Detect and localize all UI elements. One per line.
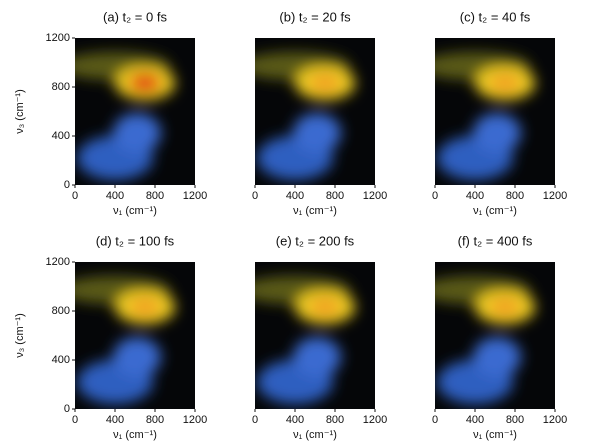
- x-tick-label: 800: [146, 190, 164, 202]
- panel-title: (d) t₂ = 100 fs: [96, 233, 175, 248]
- figure: 0 400 800 1200 0 400 800 1200 (a) t₂ = 0 fs ν₁ (c…: [0, 0, 600, 447]
- x-tick-label: 800: [506, 414, 524, 426]
- blue-feature: [473, 337, 521, 377]
- y-tick-label: 400: [52, 354, 70, 366]
- x-tick-label: 800: [326, 414, 344, 426]
- heatmap: [420, 262, 555, 409]
- y-tick-label: 0: [64, 179, 70, 191]
- core-feature: [489, 74, 521, 92]
- y-axis-label: ν₃ (cm⁻¹): [14, 313, 26, 358]
- x-tick-label: 400: [286, 414, 304, 426]
- x-tick-label: 1200: [543, 414, 567, 426]
- core-feature: [489, 298, 521, 316]
- blue-feature: [113, 337, 161, 377]
- core-feature: [309, 74, 341, 92]
- x-tick-label: 0: [72, 414, 78, 426]
- y-tick-label: 800: [52, 81, 70, 93]
- x-axis-label: ν₁ (cm⁻¹): [293, 429, 337, 441]
- x-tick-label: 1200: [183, 190, 207, 202]
- x-tick-label: 0: [252, 190, 258, 202]
- core-feature: [129, 74, 161, 92]
- x-tick-label: 800: [506, 190, 524, 202]
- x-axis-label: ν₁ (cm⁻¹): [473, 205, 517, 217]
- x-tick-label: 400: [466, 414, 484, 426]
- plot-area: 0 400 800 1200 (b) t₂ = 20 fs ν₁ (cm⁻¹): [240, 9, 387, 216]
- plot-area: 0 400 800 1200 (f) t₂ = 400 fs ν₁ (cm⁻¹): [420, 233, 567, 440]
- x-tick-label: 1200: [363, 414, 387, 426]
- x-tick-label: 400: [106, 190, 124, 202]
- heatmap: [420, 38, 555, 185]
- x-tick-label: 0: [252, 414, 258, 426]
- x-tick-label: 400: [286, 190, 304, 202]
- x-tick-label: 1200: [543, 190, 567, 202]
- y-tick-label: 400: [52, 130, 70, 142]
- y-tick-label: 1200: [46, 256, 70, 268]
- x-tick-label: 0: [72, 190, 78, 202]
- blue-feature: [293, 113, 341, 153]
- x-axis-label: ν₁ (cm⁻¹): [293, 205, 337, 217]
- core-feature: [309, 298, 341, 316]
- blue-feature: [293, 337, 341, 377]
- y-axis-label: ν₃ (cm⁻¹): [14, 89, 26, 134]
- x-tick-label: 0: [432, 414, 438, 426]
- plot-area: 0 400 800 1200 (e) t₂ = 200 fs ν₁ (cm⁻¹): [240, 233, 387, 440]
- x-tick-label: 1200: [363, 190, 387, 202]
- x-tick-label: 400: [466, 190, 484, 202]
- panel-title: (b) t₂ = 20 fs: [279, 9, 351, 24]
- plot-area: 0 400 800 1200 0 400 800 1200 (a) t₂ = 0 fs ν₁ (c…: [14, 9, 207, 216]
- x-tick-label: 0: [432, 190, 438, 202]
- panel-title: (f) t₂ = 400 fs: [458, 233, 533, 248]
- heatmap: [60, 262, 195, 409]
- heatmap: [60, 38, 195, 185]
- x-axis-label: ν₁ (cm⁻¹): [473, 429, 517, 441]
- x-axis-label: ν₁ (cm⁻¹): [113, 205, 157, 217]
- blue-feature: [473, 113, 521, 153]
- x-tick-label: 400: [106, 414, 124, 426]
- plot-area: 0 400 800 1200 0 400 800 1200 (d) t₂ = 100 fs ν₁ …: [14, 233, 207, 440]
- panel-title: (a) t₂ = 0 fs: [103, 9, 167, 24]
- y-tick-label: 800: [52, 305, 70, 317]
- x-tick-label: 1200: [183, 414, 207, 426]
- y-tick-label: 1200: [46, 32, 70, 44]
- y-tick-label: 0: [64, 403, 70, 415]
- x-tick-label: 800: [146, 414, 164, 426]
- panel-title: (c) t₂ = 40 fs: [460, 9, 531, 24]
- heatmap: [240, 262, 375, 409]
- plot-area: 0 400 800 1200 (c) t₂ = 40 fs ν₁ (cm⁻¹): [420, 9, 567, 216]
- blue-feature: [113, 113, 161, 153]
- x-tick-label: 800: [326, 190, 344, 202]
- x-axis-label: ν₁ (cm⁻¹): [113, 429, 157, 441]
- heatmap: [240, 38, 375, 185]
- panel-title: (e) t₂ = 200 fs: [276, 233, 355, 248]
- core-feature: [129, 298, 161, 316]
